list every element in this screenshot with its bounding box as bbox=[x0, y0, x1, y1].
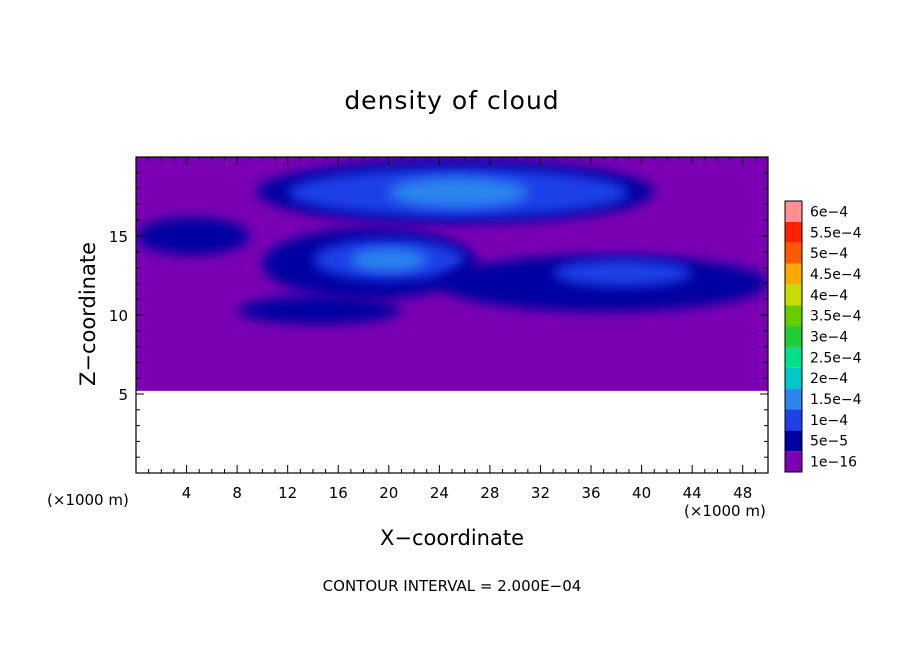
x-unit-label: (×1000 m) bbox=[684, 502, 766, 520]
colorbar-label: 3e−4 bbox=[810, 330, 848, 346]
colorbar-label: 3.5e−4 bbox=[810, 309, 862, 325]
y-tick-label: 15 bbox=[109, 228, 128, 246]
colorbar-swatch bbox=[785, 430, 802, 452]
colorbar-swatch bbox=[785, 346, 802, 368]
contour-interval-note: CONTOUR INTERVAL = 2.000E−04 bbox=[322, 577, 582, 595]
x-tick-label: 36 bbox=[581, 484, 600, 502]
cloud-region bbox=[350, 248, 427, 271]
x-tick-label: 40 bbox=[632, 484, 651, 502]
x-tick-label: 28 bbox=[480, 484, 499, 502]
cloud-region bbox=[553, 259, 693, 287]
colorbar-label: 1e−4 bbox=[810, 413, 848, 429]
colorbar-label: 4.5e−4 bbox=[810, 267, 862, 283]
colorbar-label: 5e−5 bbox=[810, 434, 848, 450]
colorbar-swatch bbox=[785, 242, 802, 264]
colorbar-swatch bbox=[785, 201, 802, 222]
colorbar-label: 5e−4 bbox=[810, 246, 848, 262]
x-tick-label: 20 bbox=[379, 484, 398, 502]
y-tick-label: 10 bbox=[109, 307, 128, 325]
colorbar-label: 1.5e−4 bbox=[810, 392, 862, 408]
colorbar-swatch bbox=[785, 263, 802, 285]
cloud-region bbox=[237, 296, 402, 325]
colorbar-label: 2.5e−4 bbox=[810, 350, 862, 366]
colorbar-swatch bbox=[785, 284, 802, 306]
cloud-region bbox=[388, 177, 528, 208]
colorbar-swatch bbox=[785, 326, 802, 347]
x-tick-label: 48 bbox=[733, 484, 752, 502]
colorbar-swatch bbox=[785, 451, 802, 472]
y-tick-label: 5 bbox=[118, 386, 128, 404]
colorbar-swatch bbox=[785, 367, 802, 389]
y-unit-label: (×1000 m) bbox=[47, 491, 129, 509]
colorbar-label: 2e−4 bbox=[810, 371, 848, 387]
colorbar-swatch bbox=[785, 388, 802, 410]
x-tick-label: 44 bbox=[683, 484, 702, 502]
density-field bbox=[136, 157, 768, 391]
colorbar: 1e−16 5e−5 1e−4 1.5e−4 2e−4 2.5e−4 3e−4 3.5e−4 4… bbox=[784, 200, 862, 473]
x-tick-label: 12 bbox=[278, 484, 297, 502]
x-tick-label: 8 bbox=[232, 484, 242, 502]
colorbar-label: 1e−16 bbox=[810, 455, 857, 471]
colorbar-label: 5.5e−4 bbox=[810, 225, 862, 241]
x-tick-label: 16 bbox=[329, 484, 348, 502]
x-axis-label: X−coordinate bbox=[380, 526, 524, 550]
colorbar-label: 4e−4 bbox=[810, 288, 848, 304]
x-tick-label: 24 bbox=[430, 484, 449, 502]
colorbar-swatch bbox=[785, 221, 802, 243]
x-tick-label: 32 bbox=[531, 484, 550, 502]
cloud-region bbox=[136, 217, 250, 255]
colorbar-frame bbox=[784, 200, 803, 473]
colorbar-swatch bbox=[785, 409, 802, 431]
colorbar-label: 6e−4 bbox=[810, 204, 848, 220]
x-tick-label: 4 bbox=[182, 484, 192, 502]
colorbar-swatch bbox=[785, 305, 802, 327]
chart-title: density of cloud bbox=[344, 86, 560, 115]
